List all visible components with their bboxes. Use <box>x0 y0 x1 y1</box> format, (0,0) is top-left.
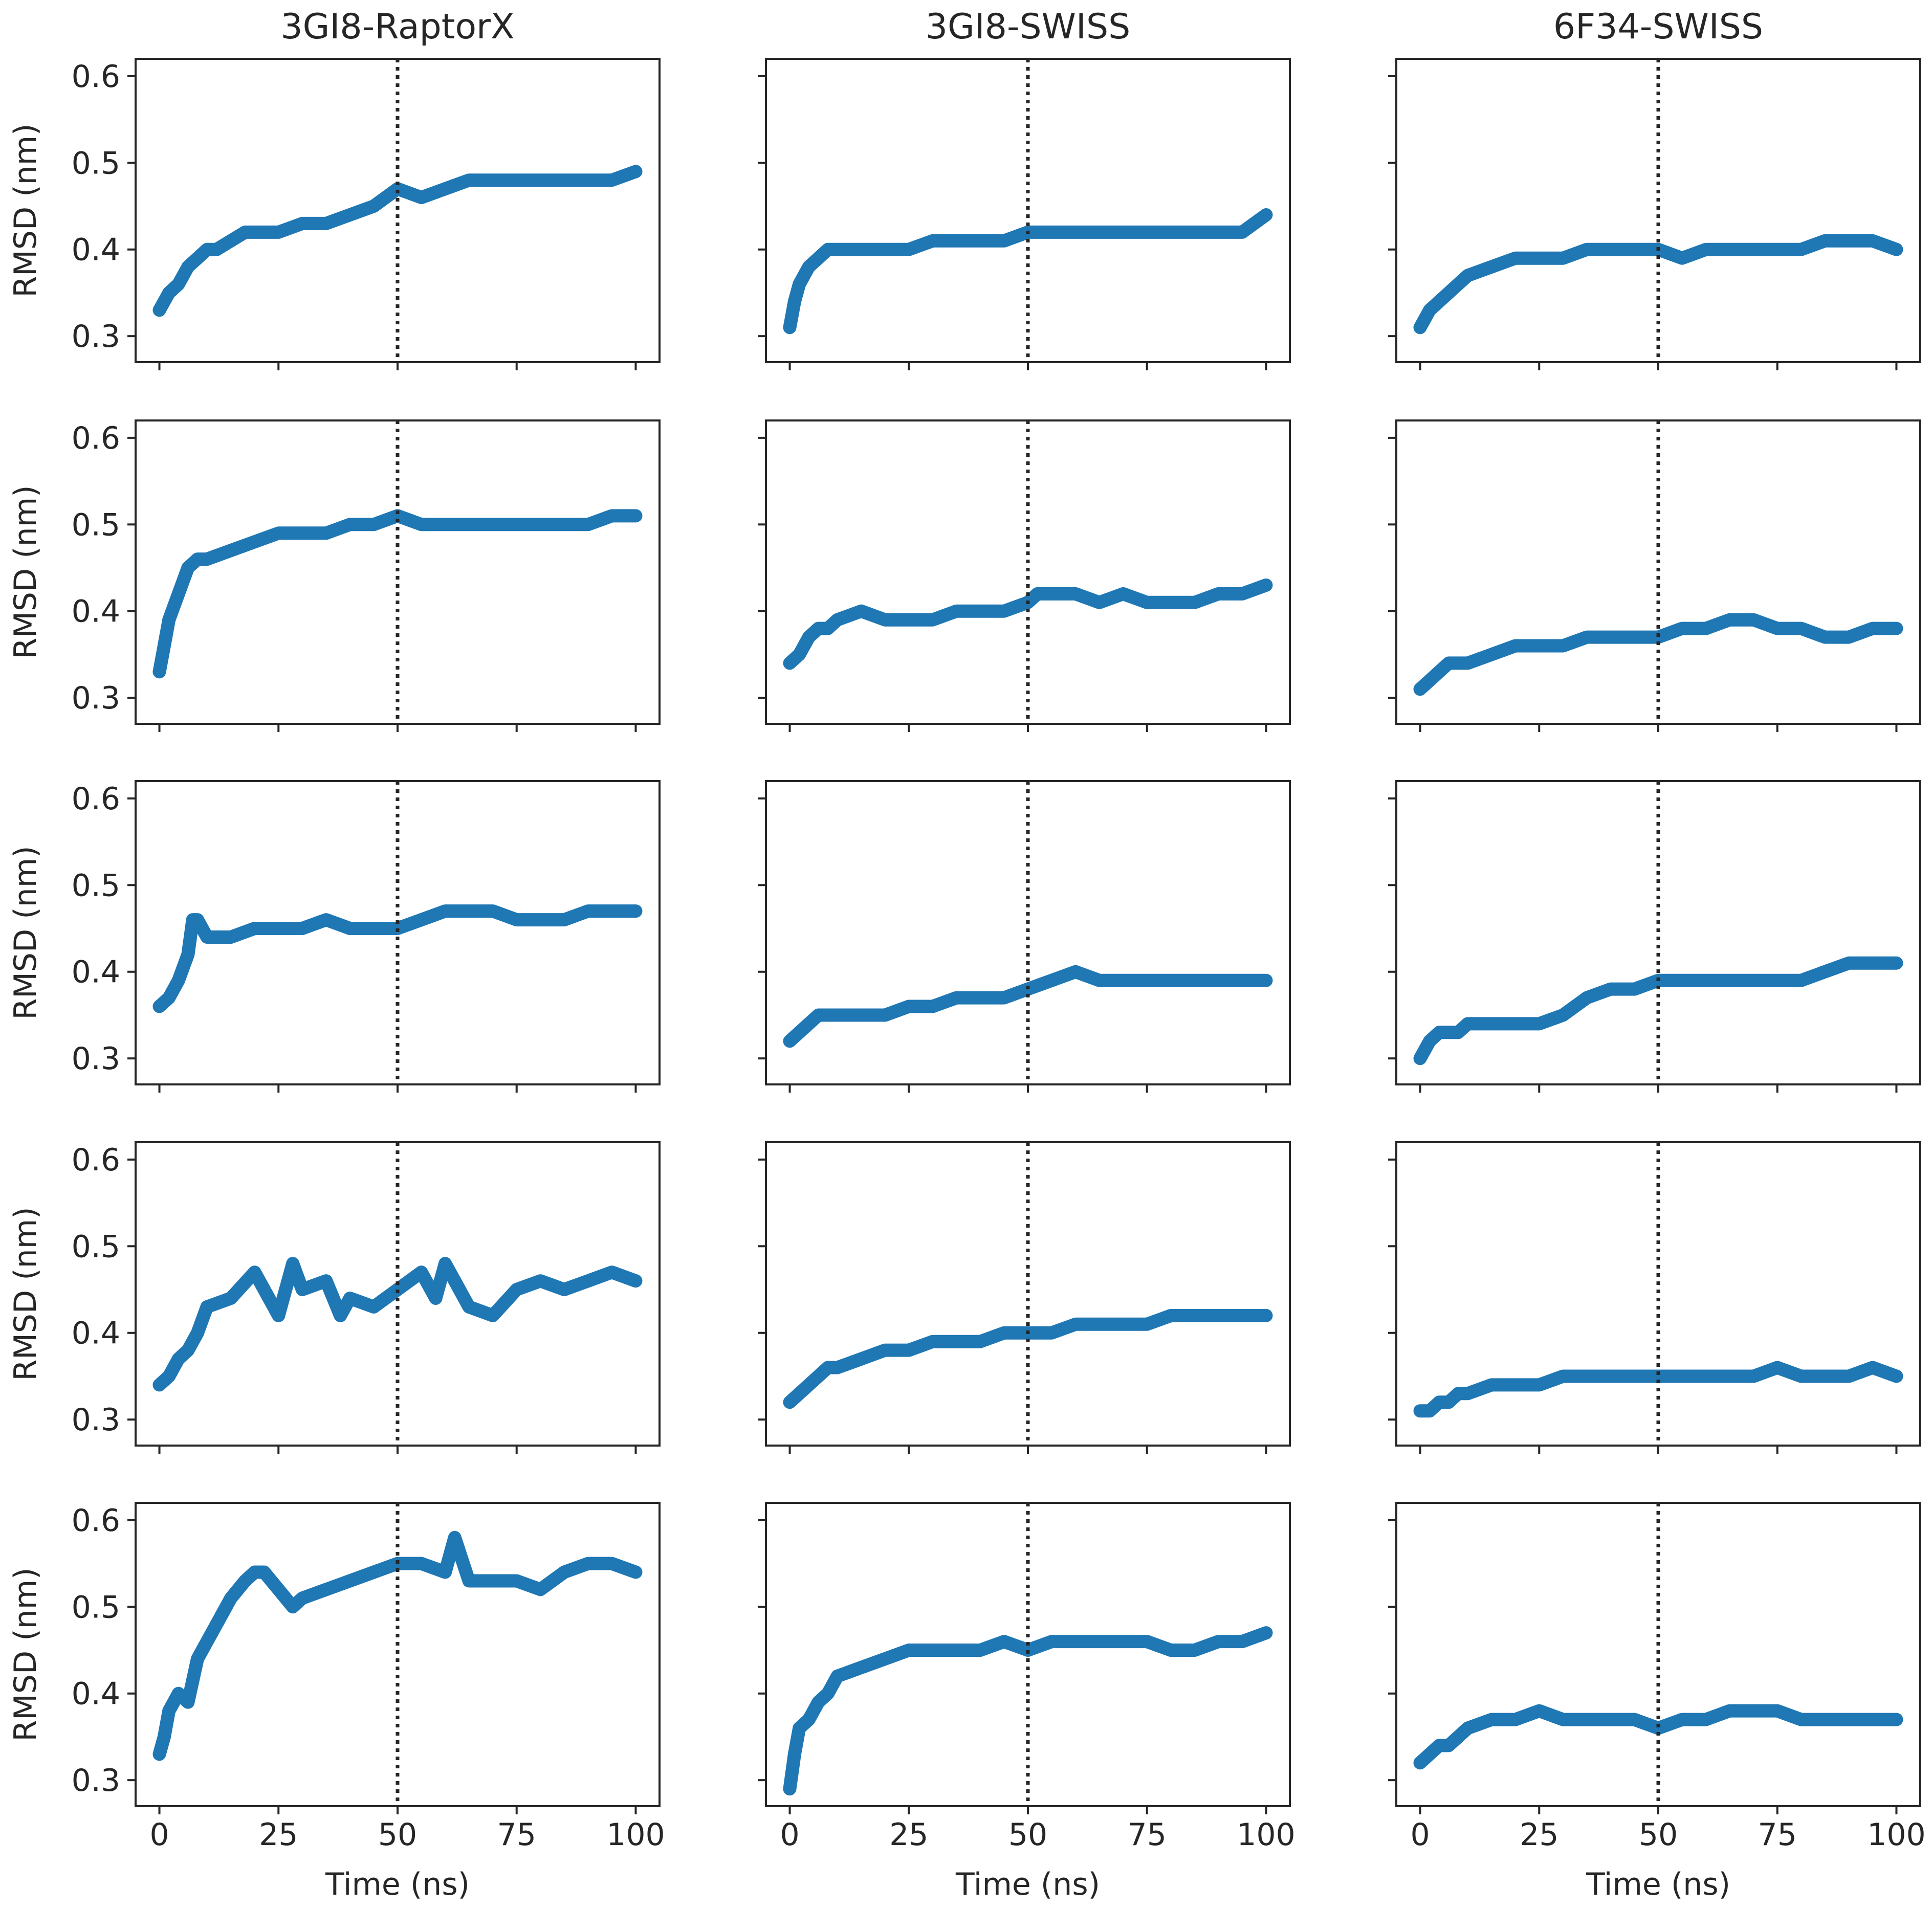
y-axis-label: RMSD (nm) <box>8 1567 43 1741</box>
column-titles: 3GI8-RaptorX 3GI8-SWISS 6F34-SWISS <box>280 7 1763 47</box>
panel-r3-c1: 0.3 0.4 0.5 0.6 RMSD (nm) <box>8 780 661 1093</box>
rmsd-series-line <box>783 208 1273 335</box>
rmsd-series-line <box>1413 1704 1903 1770</box>
panel-r5-c2: 0 25 50 75 100 Time (ns) <box>758 1502 1296 1902</box>
x-tick-label: 25 <box>1520 1817 1558 1853</box>
x-tick-label: 100 <box>1237 1817 1296 1853</box>
y-tick-label: 0.3 <box>72 319 120 354</box>
y-tick-label: 0.3 <box>72 1041 120 1077</box>
x-tick-label: 0 <box>780 1817 799 1853</box>
panel-r1-c2 <box>758 58 1291 370</box>
y-tick-label: 0.4 <box>72 1676 120 1712</box>
panel-r1-c1: 0.3 0.4 0.5 0.6 RMSD (nm) <box>8 58 661 370</box>
panel-r4-c1: 0.3 0.4 0.5 0.6 RMSD (nm) <box>8 1141 661 1454</box>
y-tick-label: 0.3 <box>72 1763 120 1799</box>
y-tick-label: 0.5 <box>72 868 120 903</box>
panel-r3-c3 <box>1388 780 1921 1093</box>
x-tick-label: 75 <box>497 1817 536 1853</box>
panel-r2-c2 <box>758 419 1291 732</box>
x-axis-label: Time (ns) <box>325 1867 470 1902</box>
y-tick-label: 0.4 <box>72 1316 120 1351</box>
subplot-grid: 0.3 0.4 0.5 0.6 RMSD (nm) 0.3 0.4 0.5 0.6 RMSD (n… <box>8 58 1926 1902</box>
x-tick-label: 25 <box>889 1817 928 1853</box>
panel-r1-c3 <box>1388 58 1921 370</box>
x-tick-label: 100 <box>1867 1817 1926 1853</box>
x-tick-label: 100 <box>606 1817 665 1853</box>
rmsd-series-line <box>1413 956 1903 1066</box>
rmsd-series-line <box>1413 613 1903 696</box>
y-tick-label: 0.5 <box>72 145 120 181</box>
x-tick-label: 0 <box>149 1817 169 1853</box>
y-axis-label: RMSD (nm) <box>8 1207 43 1381</box>
rmsd-series-line <box>783 1626 1273 1796</box>
rmsd-series-line <box>783 578 1273 670</box>
x-tick-label: 50 <box>1639 1817 1678 1853</box>
x-tick-label: 50 <box>378 1817 417 1853</box>
panel-r2-c1: 0.3 0.4 0.5 0.6 RMSD (nm) <box>8 419 661 732</box>
y-tick-label: 0.5 <box>72 507 120 543</box>
y-axis-label: RMSD (nm) <box>8 123 43 297</box>
rmsd-series-line <box>152 1257 643 1392</box>
column-title-1: 3GI8-RaptorX <box>280 7 514 47</box>
column-title-2: 3GI8-SWISS <box>926 7 1131 47</box>
panel-r5-c3: 0 25 50 75 100 Time (ns) <box>1388 1502 1926 1902</box>
rmsd-series-line <box>1413 1361 1903 1418</box>
y-tick-label: 0.4 <box>72 594 120 630</box>
panel-r4-c3 <box>1388 1141 1921 1454</box>
rmsd-series-line <box>152 165 643 317</box>
y-tick-label: 0.5 <box>72 1229 120 1264</box>
x-tick-label: 75 <box>1128 1817 1167 1853</box>
y-tick-label: 0.6 <box>72 1503 120 1539</box>
y-tick-label: 0.6 <box>72 59 120 95</box>
x-tick-label: 0 <box>1410 1817 1430 1853</box>
y-tick-label: 0.6 <box>72 420 120 456</box>
rmsd-series-line <box>152 1530 643 1761</box>
rmsd-series-line <box>783 1308 1273 1409</box>
y-axis-label: RMSD (nm) <box>8 846 43 1019</box>
rmsd-series-line <box>152 904 643 1013</box>
y-tick-label: 0.6 <box>72 781 120 817</box>
rmsd-series-line <box>1413 234 1903 335</box>
y-tick-label: 0.4 <box>72 232 120 268</box>
panel-r4-c2 <box>758 1141 1291 1454</box>
y-tick-label: 0.6 <box>72 1142 120 1178</box>
y-tick-label: 0.5 <box>72 1589 120 1625</box>
rmsd-series-line <box>783 965 1273 1048</box>
x-tick-label: 50 <box>1008 1817 1047 1853</box>
panel-r3-c2 <box>758 780 1291 1093</box>
y-tick-label: 0.4 <box>72 954 120 990</box>
x-tick-label: 75 <box>1758 1817 1797 1853</box>
y-axis-label: RMSD (nm) <box>8 485 43 659</box>
x-tick-label: 25 <box>259 1817 298 1853</box>
x-axis-label: Time (ns) <box>1586 1867 1730 1902</box>
y-tick-label: 0.3 <box>72 680 120 716</box>
rmsd-series-line <box>152 509 643 679</box>
y-tick-label: 0.3 <box>72 1402 120 1438</box>
x-axis-label: Time (ns) <box>955 1867 1100 1902</box>
panel-r5-c1: 0 25 50 75 100 0.3 0.4 0.5 0.6 RMSD (nm) Time (ns) <box>8 1502 665 1902</box>
column-title-3: 6F34-SWISS <box>1553 7 1763 47</box>
panel-r2-c3 <box>1388 419 1921 732</box>
